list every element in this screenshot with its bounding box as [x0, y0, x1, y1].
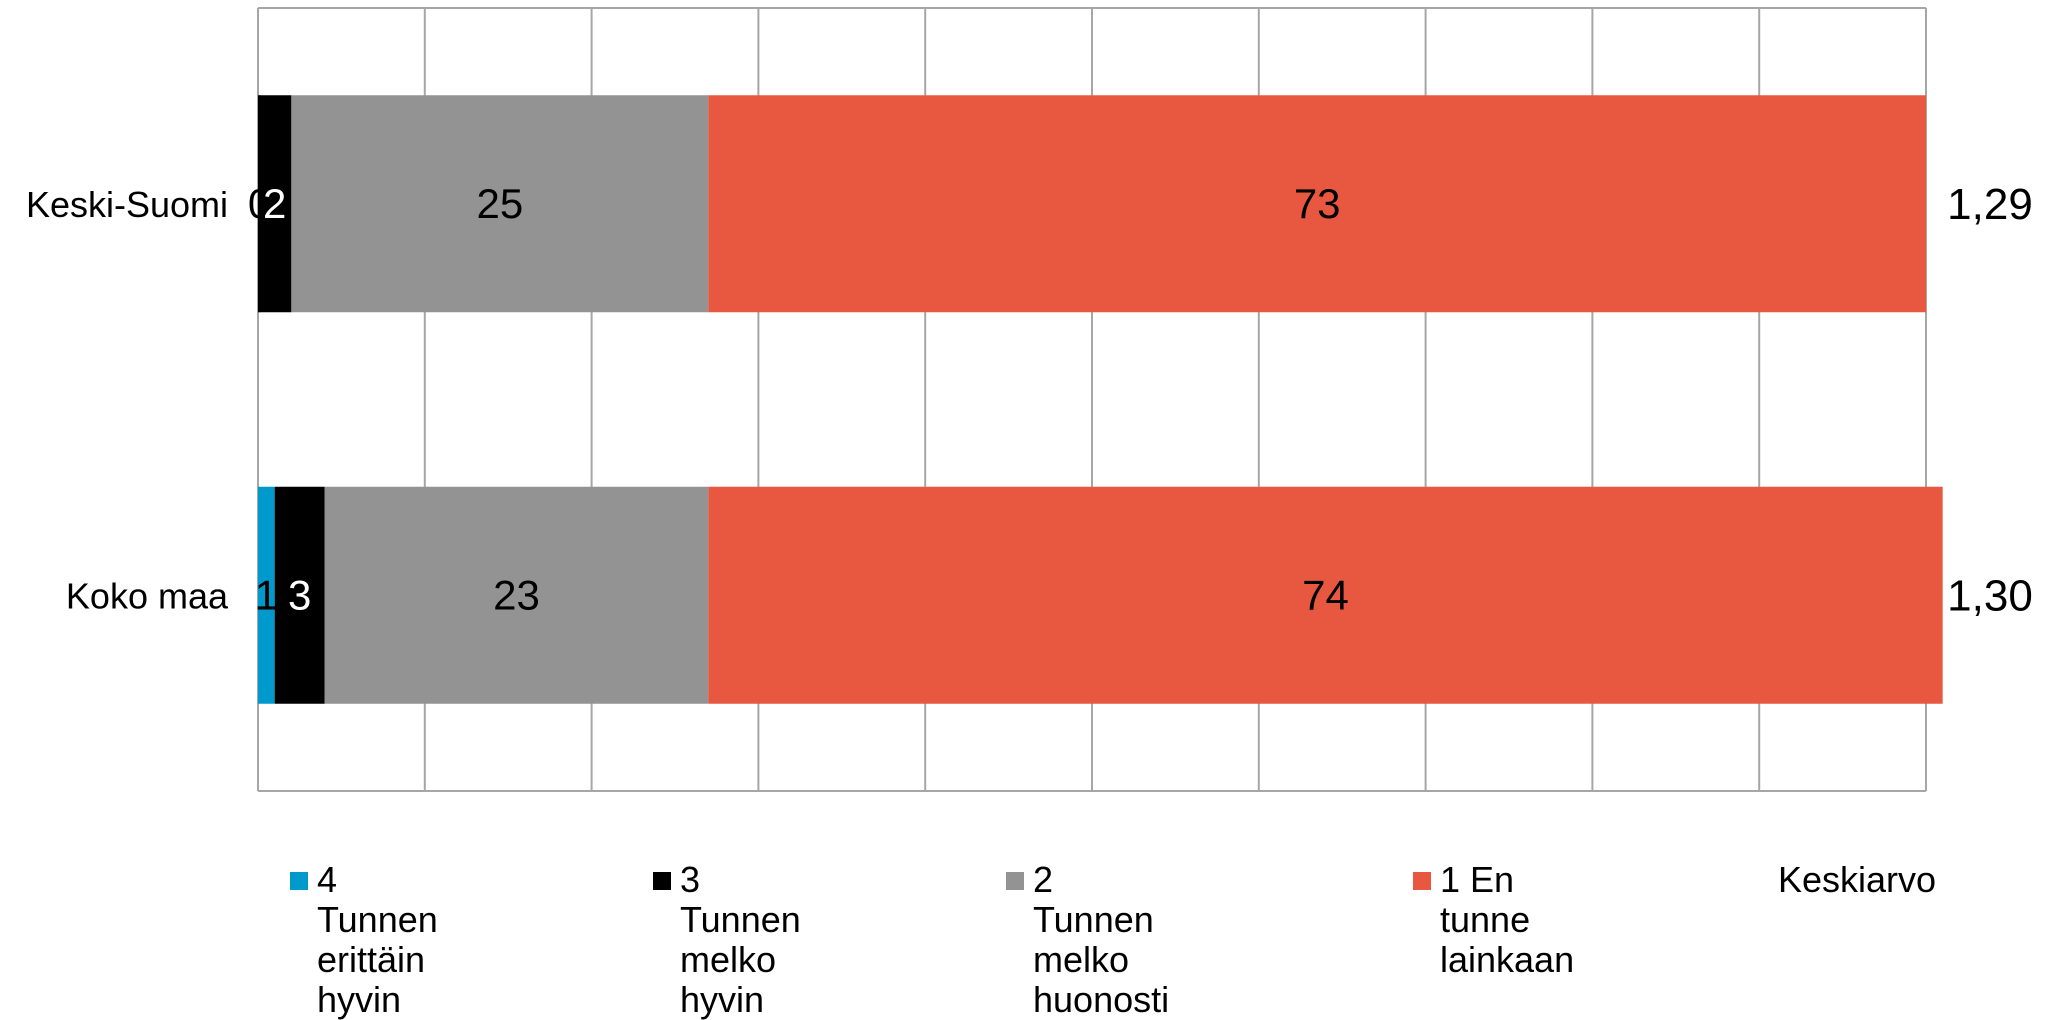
legend-label-3: 2 Tunnen melko huonosti — [1033, 859, 1170, 1020]
bars — [258, 95, 1943, 704]
mean-value: 1,29 — [1947, 180, 2033, 229]
legend-swatch-1 — [290, 872, 308, 890]
data-label: 3 — [288, 571, 311, 618]
legend-swatch-4 — [1413, 872, 1431, 890]
data-label: 23 — [493, 571, 540, 618]
legend: 4 Tunnen erittäin hyvin 3 Tunnen melko h… — [0, 859, 2054, 1020]
data-labels: 02 25 73 1 3 23 74 — [248, 180, 1349, 619]
legend-label-4: 1 En tunne lainkaan — [1440, 859, 1575, 980]
data-label: 2 — [263, 180, 286, 227]
data-label: 74 — [1302, 571, 1349, 618]
bar-segment — [708, 95, 1926, 313]
bar-segment — [274, 486, 325, 704]
bar-segment — [258, 95, 292, 313]
mean-value: 1,30 — [1947, 571, 2033, 620]
data-label: 25 — [477, 180, 524, 227]
bar-segment — [258, 486, 275, 704]
legend-label-mean: Keskiarvo — [1778, 859, 1937, 900]
stacked-bar-chart: 02 25 73 1 3 23 74 Keski-Suomi Koko maa 1,29 1,3… — [26, 7, 2033, 792]
data-label: 1 — [255, 571, 278, 618]
legend-label-1: 4 Tunnen erittäin hyvin — [317, 859, 438, 1020]
legend-swatch-3 — [1006, 872, 1024, 890]
category-label: Keski-Suomi — [26, 184, 228, 225]
data-label: 0 — [248, 180, 271, 227]
bar-segment — [324, 486, 709, 704]
data-label: 73 — [1294, 180, 1341, 227]
category-labels: Keski-Suomi Koko maa — [26, 184, 229, 617]
bar-segment — [291, 95, 709, 313]
mean-values: 1,29 1,30 — [1947, 180, 2033, 621]
legend-label-2: 3 Tunnen melko hyvin — [680, 859, 801, 1020]
category-label: Koko maa — [66, 575, 229, 616]
bar-segment — [708, 486, 1943, 704]
legend-swatch-2 — [653, 872, 671, 890]
